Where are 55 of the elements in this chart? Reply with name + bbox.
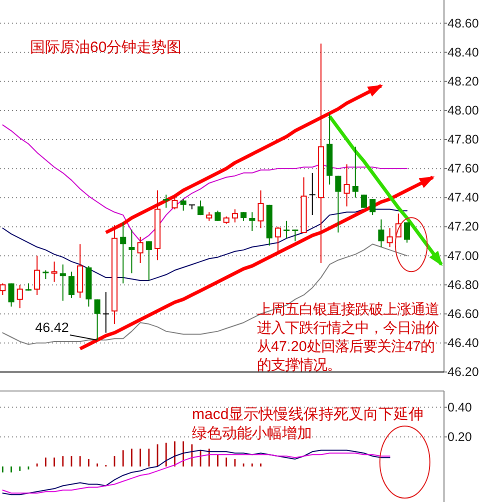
- candlestick: [386, 228, 393, 248]
- candlestick: [68, 271, 74, 298]
- candlestick: [274, 226, 281, 254]
- y-tick-label: 48.40: [448, 45, 479, 60]
- y-tick-label: 47.60: [448, 162, 479, 176]
- candlestick: [146, 240, 152, 281]
- candlestick: [214, 210, 221, 222]
- y-tick-label: 47.00: [448, 248, 479, 263]
- candlestick: [300, 176, 307, 233]
- candlestick: [404, 222, 410, 244]
- y-tick-label: 0.20: [448, 430, 472, 444]
- candlestick: [318, 43, 324, 264]
- candlestick: [128, 229, 135, 274]
- candlestick: [378, 218, 384, 248]
- y-tick-label: 46.20: [448, 365, 479, 379]
- annotation: 46.42: [35, 320, 69, 336]
- candlestick: [180, 198, 186, 212]
- candlestick: [102, 292, 110, 334]
- candlestick: [308, 172, 316, 216]
- y-tick-label: 46.80: [448, 278, 479, 292]
- candlestick: [249, 212, 256, 232]
- y-tick-label: 0.40: [448, 400, 472, 414]
- text: 国际原油60分钟走势图: [30, 39, 182, 56]
- y-tick-label: 48.60: [448, 16, 479, 30]
- candlestick: [111, 224, 118, 325]
- y-tick-label: 48.20: [448, 74, 479, 88]
- annotation: macd显示快慢线保持死叉向下延伸绿色动能小幅增加: [192, 406, 424, 442]
- candlestick: [292, 229, 298, 242]
- candlestick: [284, 220, 290, 239]
- y-tick-label: 46.60: [448, 306, 479, 321]
- candlestick: [370, 198, 376, 216]
- candlestick: [163, 194, 170, 208]
- candlestick: [258, 190, 264, 229]
- candlestick: [34, 255, 40, 296]
- annotation: 上周五白银直接跌破上涨通道进入下跌行情之中，今日油价从47.20处回落后要关注47的的支撑情况。: [257, 302, 439, 374]
- candlestick: [77, 244, 84, 298]
- candlestick: [51, 261, 58, 282]
- candlestick: [344, 164, 350, 207]
- candlestick: [60, 264, 66, 302]
- candlestick: [8, 282, 14, 308]
- candlestick: [16, 284, 23, 309]
- candlestick: [154, 190, 161, 261]
- candlestick: [335, 175, 342, 233]
- candlestick: [94, 298, 100, 341]
- y-tick-label: 47.80: [448, 132, 479, 146]
- y-tick-label: 48.00: [448, 103, 479, 118]
- y-tick-label: 47.40: [448, 190, 479, 205]
- candlestick: [352, 146, 358, 198]
- candlestick: [198, 200, 204, 216]
- candlestick: [188, 204, 196, 210]
- y-tick-label: 47.20: [448, 220, 479, 234]
- candlestick: [360, 194, 368, 208]
- candlestick: [120, 222, 126, 284]
- y-tick-label: 46.40: [448, 336, 479, 350]
- candlestick: [137, 236, 144, 264]
